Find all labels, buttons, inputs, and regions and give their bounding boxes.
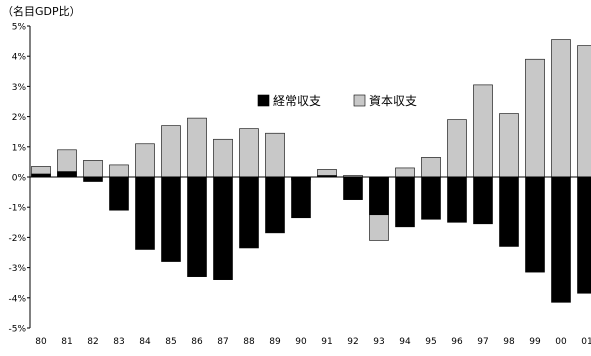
x-tick-label: 86 (191, 337, 203, 347)
bar-current-95 (422, 177, 441, 219)
bar-capital-99 (526, 59, 545, 177)
bar-current-90 (292, 177, 311, 218)
bar-current-00 (552, 177, 571, 302)
bar-capital-82 (84, 160, 103, 177)
x-tick-label: 99 (529, 337, 541, 347)
bar-current-89 (266, 177, 285, 233)
bar-capital-86 (188, 118, 207, 177)
bar-capital-95 (422, 157, 441, 177)
x-tick-label: 91 (321, 337, 332, 347)
x-tick-label: 92 (347, 337, 358, 347)
bar-current-86 (188, 177, 207, 277)
bar-current-93 (370, 177, 389, 215)
x-tick-label: 88 (243, 337, 255, 347)
x-tick-label: 95 (425, 337, 436, 347)
bars-group (32, 40, 591, 303)
y-tick-label: 3% (12, 83, 27, 93)
bar-capital-85 (162, 126, 181, 177)
bar-current-01 (578, 177, 591, 293)
bar-capital-97 (474, 85, 493, 177)
bar-capital-88 (240, 129, 259, 177)
y-tick-label: 4% (12, 53, 27, 63)
bar-current-82 (84, 177, 103, 182)
y-tick-label: 5% (12, 23, 27, 33)
y-axis-label: （名目GDP比） (2, 4, 81, 18)
x-tick-label: 94 (399, 337, 411, 347)
bar-capital-83 (110, 165, 129, 177)
x-tick-label: 93 (373, 337, 384, 347)
x-tick-label: 81 (61, 337, 72, 347)
bar-capital-94 (396, 168, 415, 177)
bar-current-83 (110, 177, 129, 210)
bar-current-92 (344, 177, 363, 200)
bar-capital-87 (214, 139, 233, 177)
bar-current-98 (500, 177, 519, 246)
x-tick-label: 00 (555, 337, 567, 347)
bar-capital-01 (578, 46, 591, 177)
x-tick-label: 87 (217, 337, 228, 347)
bar-current-85 (162, 177, 181, 262)
x-tick-label: 80 (35, 337, 47, 347)
bar-capital-89 (266, 133, 285, 177)
bar-current-97 (474, 177, 493, 224)
x-tick-label: 82 (87, 337, 98, 347)
x-tick-label: 96 (451, 337, 463, 347)
x-tick-label: 97 (477, 337, 488, 347)
bar-capital-84 (136, 144, 155, 177)
bar-current-94 (396, 177, 415, 227)
y-tick-label: 0% (12, 174, 27, 184)
legend-swatch (258, 95, 269, 106)
bar-current-81 (58, 172, 77, 177)
y-tick-label: -4% (8, 294, 26, 304)
y-tick-label: -2% (8, 234, 26, 244)
legend-label: 経常収支 (273, 94, 321, 108)
y-tick-label: -3% (8, 264, 26, 274)
bar-capital-98 (500, 114, 519, 177)
x-tick-label: 83 (113, 337, 124, 347)
bar-capital-00 (552, 40, 571, 177)
legend-swatch (354, 95, 365, 106)
x-tick-label: 84 (139, 337, 151, 347)
y-tick-label: 1% (12, 143, 27, 153)
x-tick-label: 98 (503, 337, 515, 347)
bar-current-96 (448, 177, 467, 222)
bar-current-84 (136, 177, 155, 249)
bar-capital-96 (448, 120, 467, 177)
bar-current-87 (214, 177, 233, 280)
bar-current-88 (240, 177, 259, 248)
y-tick-label: -1% (8, 204, 26, 214)
y-tick-label: 2% (12, 113, 27, 123)
x-tick-label: 01 (581, 337, 591, 347)
x-tick-label: 85 (165, 337, 176, 347)
legend: 経常収支 資本収支 (258, 94, 417, 108)
bar-current-99 (526, 177, 545, 272)
legend-label: 資本収支 (369, 94, 417, 108)
x-tick-label: 90 (295, 337, 307, 347)
y-tick-label: -5% (8, 325, 26, 335)
x-tick-label: 89 (269, 337, 281, 347)
